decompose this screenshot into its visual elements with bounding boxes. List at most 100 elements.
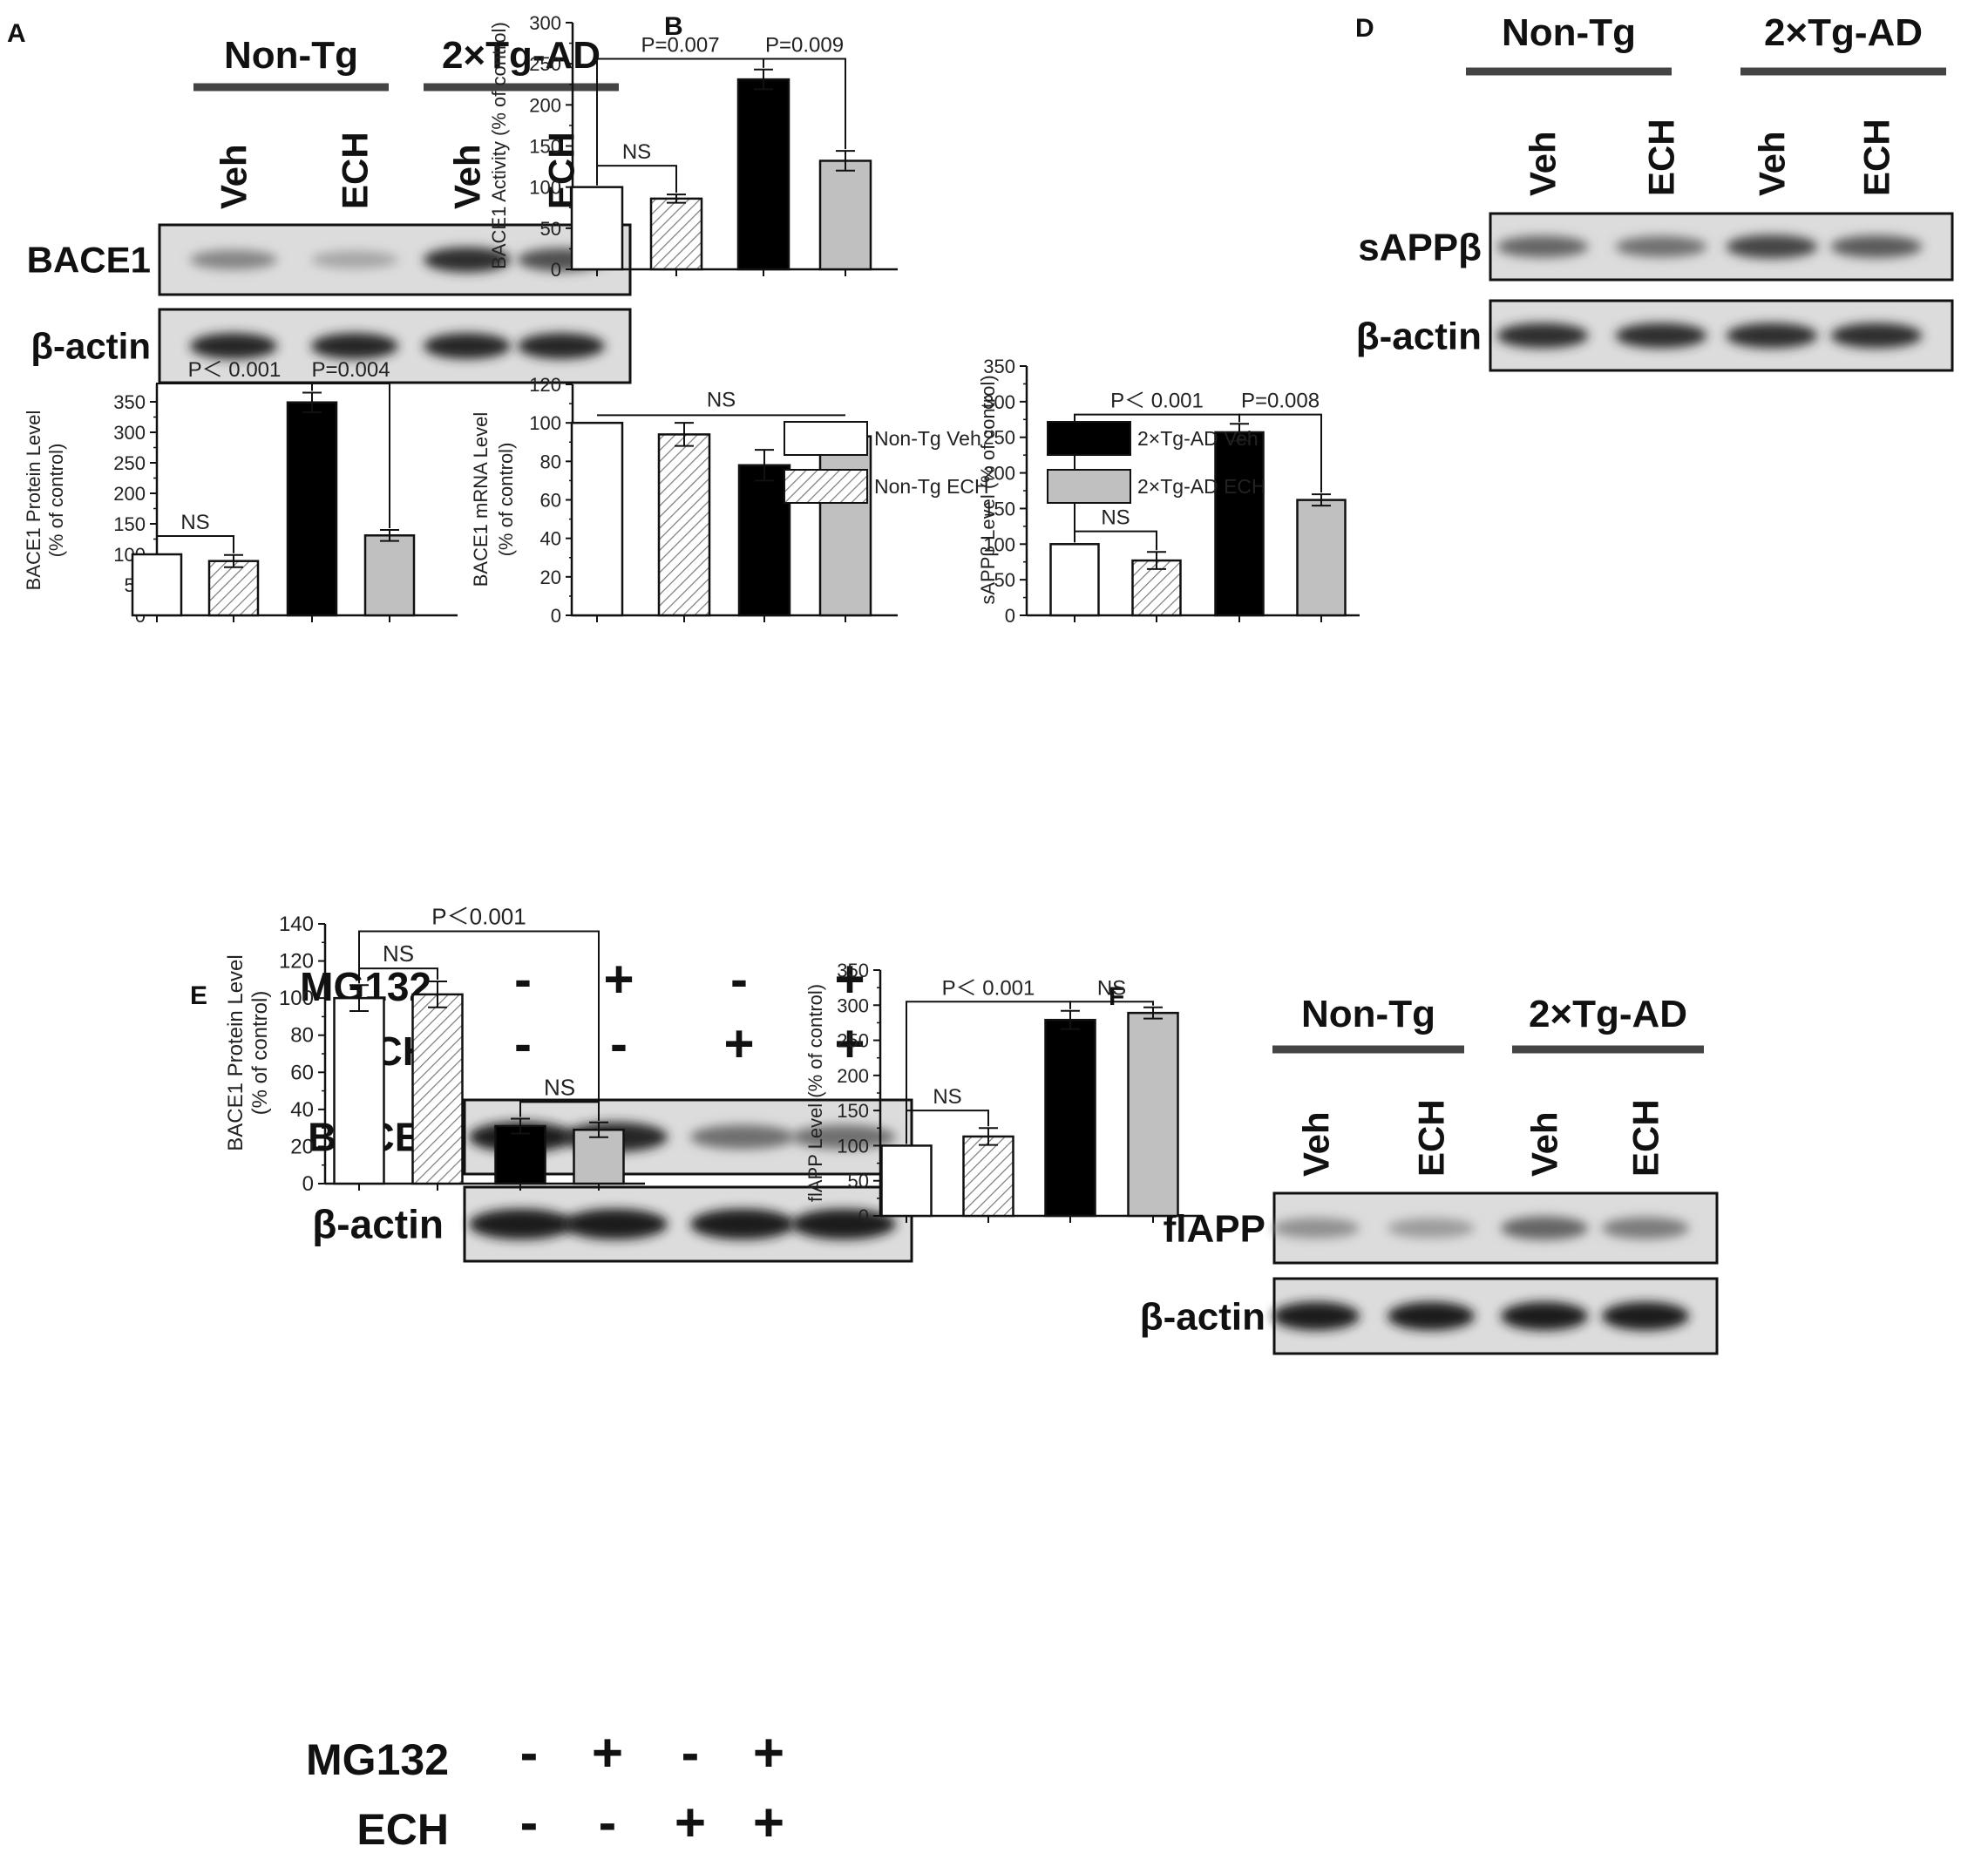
bar-non-tg-veh — [880, 1144, 933, 1218]
y-tick-label: 200 — [529, 94, 561, 116]
x-treatment-label: ECH — [356, 1805, 449, 1853]
y-tick-label: 100 — [529, 412, 561, 434]
y-tick-label: 300 — [529, 12, 561, 34]
significance-label: P＜ 0.001 — [188, 358, 282, 382]
x-treatment-sign: - — [520, 1793, 539, 1853]
significance-label: NS — [1097, 976, 1126, 1000]
bar-2 — [411, 993, 464, 1185]
significance-label: P＜ 0.001 — [942, 976, 1035, 1000]
band — [190, 333, 277, 359]
y-tick-label: 0 — [1005, 605, 1015, 627]
y-axis-label: BACE1 Protein Level — [224, 954, 248, 1150]
x-treatment-sign: + — [753, 1793, 784, 1853]
y-axis-label: (% of control) — [495, 443, 517, 557]
lane-label: ECH — [1856, 119, 1897, 196]
bar-non-tg-veh — [570, 186, 624, 271]
blot-panel-f: Non-Tg 2×Tg-AD Veh ECH Veh ECH flAPP β-actin — [1140, 993, 1719, 1355]
y-tick-label: 150 — [837, 1100, 869, 1122]
panel-letter-f: F — [1109, 982, 1124, 1011]
legend-swatch — [1047, 421, 1131, 456]
band — [1272, 1301, 1360, 1331]
band — [1615, 322, 1707, 349]
bar-non-tg-ech — [207, 560, 260, 617]
y-tick-label: 20 — [540, 567, 561, 588]
y-tick-label: 120 — [279, 950, 314, 974]
legend-label: 2×Tg-AD ECH — [1137, 475, 1266, 498]
chart-panel-b: 0 50 100 150 200 250 300 BACE1 Activity (% of c… — [488, 12, 898, 281]
band — [518, 333, 605, 359]
y-tick-label: 50 — [540, 218, 561, 240]
lane-label: Veh — [1524, 1111, 1565, 1177]
band — [1496, 235, 1589, 258]
lane-label: ECH — [335, 132, 376, 209]
y-axis-label: BACE1 Protein Level — [23, 411, 44, 591]
bar-non-tg-veh — [570, 421, 624, 617]
y-tick-label: 250 — [837, 1030, 869, 1052]
significance-label: NS — [544, 1074, 575, 1100]
x-treatment-sign: + — [592, 1723, 623, 1783]
blot-row-label: sAPPβ — [1358, 226, 1482, 268]
lane-label: Veh — [447, 144, 488, 209]
group-label: Non-Tg — [1301, 993, 1435, 1035]
significance-label: P=0.009 — [765, 34, 844, 58]
y-tick-label: 150 — [529, 136, 561, 158]
significance-bracket — [311, 383, 390, 528]
treatment-sign: + — [603, 950, 634, 1008]
y-axis-label: (% of control) — [45, 444, 67, 558]
legend-label: Non-Tg Veh — [874, 427, 981, 450]
y-tick-label: 40 — [540, 528, 561, 550]
lane-label: ECH — [1411, 1099, 1452, 1177]
legend-swatch — [784, 469, 868, 504]
significance-label: NS — [180, 511, 209, 534]
y-tick-label: 60 — [540, 490, 561, 512]
band — [1726, 322, 1818, 349]
y-tick-label: 150 — [983, 498, 1015, 519]
treatment-sign: + — [834, 950, 865, 1008]
group-label: 2×Tg-AD — [442, 34, 600, 77]
bar-2-tg-ad-veh — [1214, 431, 1265, 617]
y-tick-label: 300 — [113, 422, 146, 444]
y-tick-label: 100 — [279, 987, 314, 1010]
bar-non-tg-veh — [1049, 543, 1100, 617]
y-tick-label: 100 — [837, 1135, 869, 1157]
y-tick-label: 350 — [113, 391, 146, 413]
y-tick-label: 200 — [983, 463, 1015, 485]
y-tick-label: 250 — [113, 452, 146, 474]
y-tick-label: 350 — [837, 960, 869, 981]
group-label: 2×Tg-AD — [1764, 11, 1923, 54]
chart-panel-a: 050100150200250300350BACE1 Protein Level… — [23, 358, 458, 627]
significance-label: P＜0.001 — [431, 904, 526, 930]
bar-2-tg-ad-veh — [737, 464, 791, 617]
y-tick-label: 140 — [279, 913, 314, 936]
x-treatment-sign: + — [753, 1723, 784, 1783]
significance-bracket — [1069, 1001, 1154, 1009]
chart-panel-f: 0 50 100 150 200 250 300 350 flAPP Level (% of c… — [804, 960, 1203, 1227]
y-tick-label: 80 — [290, 1024, 314, 1048]
treatment-sign: + — [723, 1015, 754, 1073]
y-tick-label: 150 — [113, 513, 146, 535]
y-tick-label: 20 — [290, 1135, 314, 1158]
blot-row-label: β-actin — [1356, 315, 1482, 357]
band — [311, 250, 398, 269]
significance-label: P=0.004 — [311, 358, 390, 382]
bar-2-tg-ad-ech — [818, 160, 872, 271]
band — [563, 1208, 668, 1240]
significance-bracket — [358, 930, 600, 1121]
y-tick-label: 120 — [529, 374, 561, 396]
band — [791, 1208, 896, 1240]
band — [1388, 1301, 1475, 1331]
significance-label: NS — [383, 940, 414, 967]
band — [1388, 1218, 1475, 1239]
band — [1496, 322, 1589, 349]
band — [1830, 235, 1923, 258]
bar-2-tg-ad-ech — [818, 435, 872, 617]
bar-2-tg-ad-veh — [1044, 1018, 1096, 1218]
band — [690, 1124, 795, 1150]
y-tick-label: 0 — [551, 605, 561, 627]
band — [1615, 235, 1707, 258]
blot-panel-d: Non-Tg 2×Tg-AD Veh ECH Veh ECH sAPPβ β-actin — [1356, 11, 1954, 372]
lane-label: Veh — [214, 144, 254, 209]
treatment-table-e: MG132- + - +ECH - - + + — [306, 1723, 784, 1853]
significance-bracket — [763, 58, 846, 150]
